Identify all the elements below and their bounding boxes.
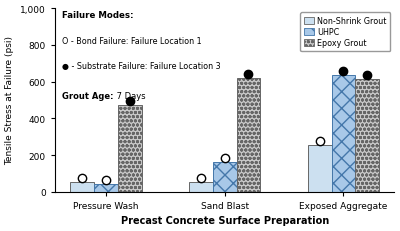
Text: 7 Days: 7 Days (114, 91, 146, 100)
Text: O - Bond Failure: Failure Location 1: O - Bond Failure: Failure Location 1 (62, 36, 201, 46)
Bar (189, 182, 213, 192)
Bar (213, 163, 236, 192)
Bar (94, 184, 118, 192)
Text: Failure Modes:: Failure Modes: (62, 11, 133, 20)
Y-axis label: Tensile Stress at Failure (psi): Tensile Stress at Failure (psi) (6, 36, 14, 165)
Bar (70, 182, 94, 192)
Text: ● - Substrate Failure: Failure Location 3: ● - Substrate Failure: Failure Location … (62, 62, 220, 71)
X-axis label: Precast Concrete Surface Preparation: Precast Concrete Surface Preparation (120, 216, 329, 225)
Bar (308, 145, 332, 192)
Bar (236, 79, 260, 192)
Bar (355, 79, 379, 192)
Bar (118, 105, 142, 192)
Legend: Non-Shrink Grout, UHPC, Epoxy Grout: Non-Shrink Grout, UHPC, Epoxy Grout (300, 13, 390, 52)
Text: Grout Age:: Grout Age: (62, 91, 113, 100)
Bar (332, 76, 355, 192)
